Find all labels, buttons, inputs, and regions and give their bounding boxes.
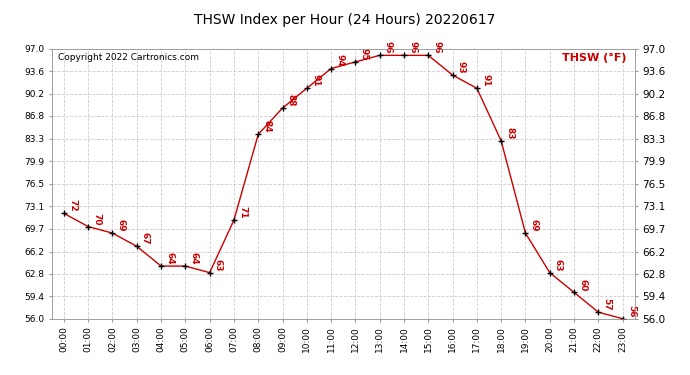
Text: THSW Index per Hour (24 Hours) 20220617: THSW Index per Hour (24 Hours) 20220617 [195,13,495,27]
Text: 57: 57 [602,298,611,311]
Text: 69: 69 [530,219,539,232]
Text: 71: 71 [238,206,247,219]
Text: 60: 60 [578,279,587,291]
Text: 96: 96 [433,41,442,54]
Text: 83: 83 [505,127,514,140]
Text: 93: 93 [457,61,466,74]
Text: 96: 96 [408,41,417,54]
Text: 72: 72 [68,200,77,212]
Text: 88: 88 [287,94,296,106]
Text: 69: 69 [117,219,126,232]
Text: 96: 96 [384,41,393,54]
Text: 63: 63 [554,259,563,271]
Text: 91: 91 [311,74,320,87]
Text: 63: 63 [214,259,223,271]
Text: 67: 67 [141,232,150,245]
Text: 94: 94 [335,54,344,67]
Text: 95: 95 [359,48,368,60]
Text: THSW (°F): THSW (°F) [562,53,626,63]
Text: 84: 84 [262,120,271,133]
Text: 64: 64 [190,252,199,265]
Text: 91: 91 [481,74,490,87]
Text: 56: 56 [627,305,635,317]
Text: 70: 70 [92,213,101,225]
Text: Copyright 2022 Cartronics.com: Copyright 2022 Cartronics.com [57,53,199,62]
Text: 64: 64 [165,252,175,265]
